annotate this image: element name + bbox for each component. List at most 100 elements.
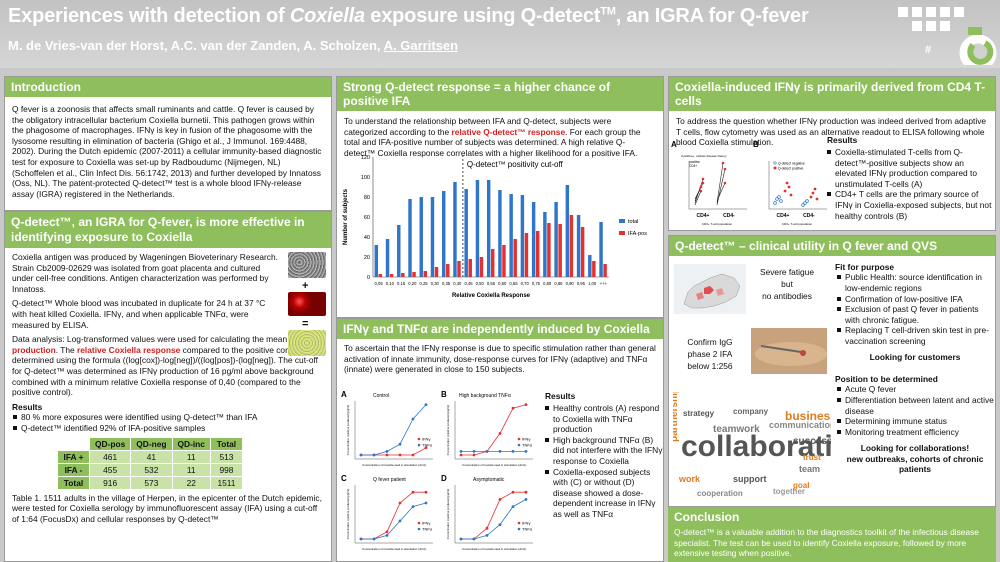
cd4-results: Results Coxiella-stimulated T-cells from…	[827, 135, 993, 221]
antigen-micrograph	[288, 252, 326, 278]
panel-letter: C	[341, 474, 347, 483]
x-tick-label: +++	[600, 281, 608, 286]
bar-total	[385, 239, 390, 277]
panel-title: Control	[373, 393, 389, 399]
bar-total	[588, 255, 592, 277]
poster-authors: M. de Vries-van der Horst, A.C. van der …	[8, 38, 459, 53]
x-tick-label: 0,05	[375, 281, 384, 286]
x-tick-label: CD4-	[723, 213, 735, 219]
word-cloud-word: together	[773, 487, 805, 496]
introduction-heading: Introduction	[5, 77, 331, 97]
legend-marker	[517, 443, 521, 447]
curve-point	[524, 498, 528, 501]
word-cloud-word: business	[785, 409, 831, 423]
legend-swatch	[619, 231, 625, 235]
legend-marker	[417, 521, 421, 525]
list-item: High background TNFα (B) did not interfe…	[545, 435, 663, 467]
word-cloud-word: partnership	[673, 392, 680, 442]
list-item: Healthy controls (A) respond to Coxiella…	[545, 403, 663, 435]
plus-sign: +	[302, 280, 309, 292]
y-tick-label: 120	[361, 155, 370, 161]
panel-letter: A	[341, 390, 347, 399]
data-point	[787, 185, 791, 189]
x-tick-label: 0,90	[566, 281, 575, 286]
x-tick-label: CD4-	[803, 213, 815, 219]
curve-point	[385, 453, 389, 457]
bar-total	[397, 225, 401, 277]
legend-label: Q-detect positive	[778, 167, 804, 171]
curve-point	[385, 534, 389, 537]
curve-point	[511, 406, 515, 410]
bar-ifa-pos	[423, 271, 428, 277]
x-tick-label: 0,85	[554, 281, 563, 286]
curve-point	[498, 523, 502, 526]
curve-ifn	[461, 491, 526, 540]
legend-marker	[517, 437, 521, 441]
curve-tnf	[461, 499, 527, 540]
conclusion-section: Conclusion Q-detect™ is a valuable addit…	[668, 507, 996, 562]
bar-total	[464, 189, 468, 277]
poster-header: Experiences with detection of Coxiella e…	[0, 0, 1000, 68]
panel-y-label: Concentration cytokine produced (pg/ml)	[446, 489, 450, 539]
curve-point	[359, 537, 363, 541]
data-point	[723, 181, 727, 185]
curve-point	[472, 453, 476, 457]
list-item: Determining immune status	[837, 416, 995, 427]
list-item: Q-detect™ identified 92% of IFA-positive…	[13, 423, 331, 434]
curve-point	[485, 450, 489, 453]
data-point	[811, 191, 815, 195]
bar-ifa-pos	[378, 274, 383, 277]
bar-ifa-pos	[603, 264, 607, 277]
confirm-box: Confirm IgG phase 2 IFA below 1:256	[687, 337, 733, 371]
legend-label: TNFα	[522, 443, 533, 448]
bar-ifa-pos	[457, 261, 461, 277]
word-cloud-word: goal	[793, 481, 809, 490]
data-point	[701, 181, 705, 185]
position-list: Acute Q fever Differentiation between la…	[835, 384, 995, 437]
bar-total	[430, 197, 435, 277]
x-axis-label: Relative Coxiella Response	[452, 293, 531, 299]
panel-letter: D	[441, 474, 447, 483]
curve-point	[524, 490, 528, 494]
bar-ifa-pos	[412, 272, 416, 277]
curve-point	[472, 537, 476, 541]
panel-title: High background TNFα	[459, 393, 511, 399]
curve-ifn	[361, 447, 427, 456]
bar-total	[475, 180, 480, 277]
bar-total	[486, 180, 491, 277]
bar-ifa-pos	[547, 223, 551, 277]
legend-label: CD4+	[689, 164, 697, 168]
fit-heading: Fit for purpose	[835, 262, 895, 272]
curve-point	[372, 453, 376, 457]
bar-total	[531, 202, 536, 277]
list-item: Coxiella-stimulated T-cells from Q-detec…	[827, 147, 993, 189]
curve-point	[485, 526, 489, 530]
word-cloud-word: company	[733, 407, 769, 416]
list-item: Differentiation between latent and activ…	[837, 395, 995, 416]
cd4-section: Coxiella-induced IFNγ is primarily deriv…	[668, 76, 996, 231]
legend-marker	[517, 521, 521, 525]
curve-point	[424, 446, 428, 450]
bar-ifa-pos	[491, 249, 495, 277]
word-cloud-word: collaboration	[681, 430, 831, 463]
bar-total	[520, 195, 525, 277]
curve-point	[498, 498, 502, 501]
x-tick-label: 0,45	[464, 281, 473, 286]
conclusion-heading: Conclusion	[674, 510, 740, 524]
list-item: Replacing T cell-driven skin test in pre…	[837, 325, 995, 346]
curve-point	[398, 501, 402, 505]
x-axis-caption: CD3+ T-cell population	[782, 222, 813, 226]
curve-point	[511, 450, 515, 453]
x-tick-label: 0,15	[397, 281, 406, 286]
data-point	[773, 201, 777, 205]
word-cloud-word: cooperation	[697, 489, 743, 498]
introduction-text: Q fever is a zoonosis that affects small…	[12, 104, 322, 199]
bar-total	[509, 194, 513, 277]
bar-total	[576, 215, 581, 277]
x-tick-label: CD4+	[697, 213, 710, 219]
data-point	[785, 181, 789, 185]
tnf-text: To ascertain that the IFNγ response is d…	[344, 343, 656, 375]
skin-test-image	[751, 328, 827, 374]
panel-x-label: Concentration of Coxiella used in stimul…	[362, 463, 426, 467]
fatigue-box: Severe fatigue but no antibodies	[759, 267, 814, 301]
